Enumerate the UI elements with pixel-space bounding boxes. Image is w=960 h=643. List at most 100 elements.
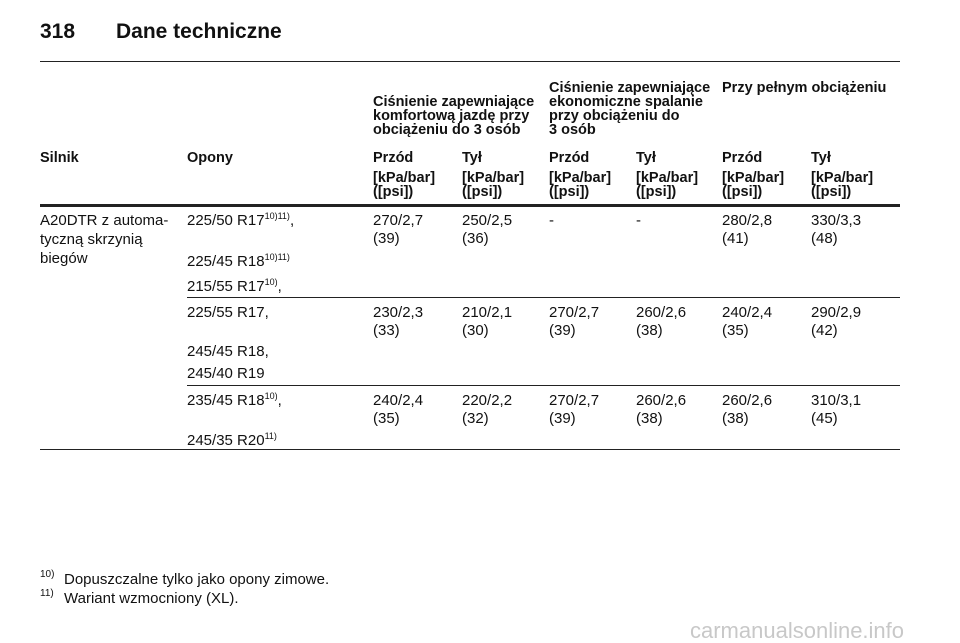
tire-size: 245/45 R18,: [187, 343, 269, 360]
pressure-cell: (39): [549, 410, 576, 427]
column-header: Przód: [722, 150, 763, 166]
page-title: Dane techniczne: [116, 20, 282, 43]
footnote-ref: 10): [264, 391, 278, 401]
tire-cell: 225/50 R1710)11),: [187, 211, 295, 229]
pressure-cell: (35): [373, 410, 400, 427]
pressure-cell: (39): [373, 230, 400, 247]
engine-cell: biegów: [40, 250, 88, 267]
pressure-cell: (41): [722, 230, 749, 247]
pressure-cell: 260/2,6: [636, 392, 687, 409]
group-header: przy obciążeniu do: [549, 108, 680, 124]
tire-size: 245/40 R19: [187, 365, 265, 382]
unit-header: ([psi]): [373, 184, 414, 200]
row-rule: [187, 385, 900, 386]
group-header: Ciśnienie zapewniające: [373, 94, 535, 110]
footnote-mark: 10): [40, 569, 55, 580]
pressure-cell: (38): [636, 322, 663, 339]
engine-cell: tyczną skrzynią: [40, 231, 143, 248]
column-header: Tył: [636, 150, 656, 166]
unit-header: [kPa/bar]: [636, 170, 699, 186]
table-bottom-rule: [40, 449, 900, 450]
tire-size: 215/55 R17: [187, 278, 265, 295]
tire-cell: 245/40 R19: [187, 366, 265, 382]
pressure-cell: (30): [462, 322, 489, 339]
tire-cell: 245/35 R2011): [187, 431, 277, 449]
pressure-cell: 240/2,4: [373, 392, 424, 409]
pressure-cell: 260/2,6: [722, 392, 773, 409]
group-header: ekonomiczne spalanie: [549, 94, 703, 110]
pressure-cell: 280/2,8: [722, 212, 773, 229]
pressure-cell: -: [636, 212, 641, 229]
pressure-cell: 310/3,1: [811, 392, 862, 409]
watermark: carmanualsonline.info: [690, 618, 905, 643]
group-header: obciążeniu do 3 osób: [373, 122, 521, 138]
pressure-cell: (38): [722, 410, 749, 427]
footnote-ref: 11): [264, 431, 277, 441]
tire-size: 225/55 R17,: [187, 304, 269, 321]
pressure-cell: (42): [811, 322, 838, 339]
tire-punct: ,: [289, 212, 295, 229]
pressure-cell: 270/2,7: [373, 212, 424, 229]
pressure-cell: (48): [811, 230, 838, 247]
page-number: 318: [40, 20, 76, 43]
group-header: 3 osób: [549, 122, 596, 138]
unit-header: [kPa/bar]: [462, 170, 525, 186]
tire-cell: 225/55 R17,: [187, 305, 269, 321]
unit-header: ([psi]): [722, 184, 763, 200]
pressure-cell: 270/2,7: [549, 392, 600, 409]
pressure-cell: (39): [549, 322, 576, 339]
tire-cell: 235/45 R1810),: [187, 391, 282, 409]
unit-header: [kPa/bar]: [811, 170, 874, 186]
group-header: Ciśnienie zapewniające: [549, 80, 711, 96]
unit-header: ([psi]): [549, 184, 590, 200]
header-rule: [40, 61, 900, 62]
column-header: Silnik: [40, 150, 79, 166]
pressure-cell: 220/2,2: [462, 392, 513, 409]
column-header: Opony: [187, 150, 233, 166]
footnote-ref: 10)11): [264, 252, 290, 262]
footnote-mark: 11): [40, 588, 54, 599]
column-header: Przód: [549, 150, 590, 166]
group-header: komfortową jazdę przy: [373, 108, 530, 124]
pressure-cell: 260/2,6: [636, 304, 687, 321]
pressure-cell: 290/2,9: [811, 304, 862, 321]
tire-size: 225/50 R17: [187, 212, 265, 229]
pressure-cell: (32): [462, 410, 489, 427]
pressure-cell: 330/3,3: [811, 212, 862, 229]
tire-cell: 245/45 R18,: [187, 344, 269, 360]
pressure-cell: 230/2,3: [373, 304, 424, 321]
pressure-cell: 240/2,4: [722, 304, 773, 321]
column-header: Przód: [373, 150, 414, 166]
unit-header: ([psi]): [636, 184, 677, 200]
unit-header: ([psi]): [811, 184, 852, 200]
engine-cell: A20DTR z automa-: [40, 212, 169, 229]
row-rule: [187, 297, 900, 298]
tire-size: 225/45 R18: [187, 253, 265, 270]
footnote-ref: 10)11): [264, 211, 290, 221]
footnote-text: Dopuszczalne tylko jako opony zimowe.: [64, 571, 330, 588]
tire-size: 235/45 R18: [187, 392, 265, 409]
unit-header: [kPa/bar]: [722, 170, 785, 186]
footnote-ref: 10): [264, 277, 278, 287]
tire-punct: ,: [277, 392, 282, 409]
tire-cell: 215/55 R1710),: [187, 277, 282, 295]
unit-header: [kPa/bar]: [549, 170, 612, 186]
pressure-cell: (36): [462, 230, 489, 247]
unit-header: ([psi]): [462, 184, 503, 200]
column-header: Tył: [462, 150, 482, 166]
pressure-cell: 250/2,5: [462, 212, 513, 229]
pressure-cell: 210/2,1: [462, 304, 513, 321]
pressure-cell: (45): [811, 410, 838, 427]
pressure-cell: -: [549, 212, 554, 229]
tire-size: 245/35 R20: [187, 432, 265, 449]
tire-cell: 225/45 R1810)11): [187, 252, 290, 270]
pressure-cell: (35): [722, 322, 749, 339]
header-bottom-rule: [40, 204, 900, 207]
tire-punct: ,: [277, 278, 282, 295]
unit-header: [kPa/bar]: [373, 170, 436, 186]
pressure-cell: (33): [373, 322, 400, 339]
pressure-cell: 270/2,7: [549, 304, 600, 321]
column-header: Tył: [811, 150, 831, 166]
footnote-text: Wariant wzmocniony (XL).: [64, 590, 239, 607]
